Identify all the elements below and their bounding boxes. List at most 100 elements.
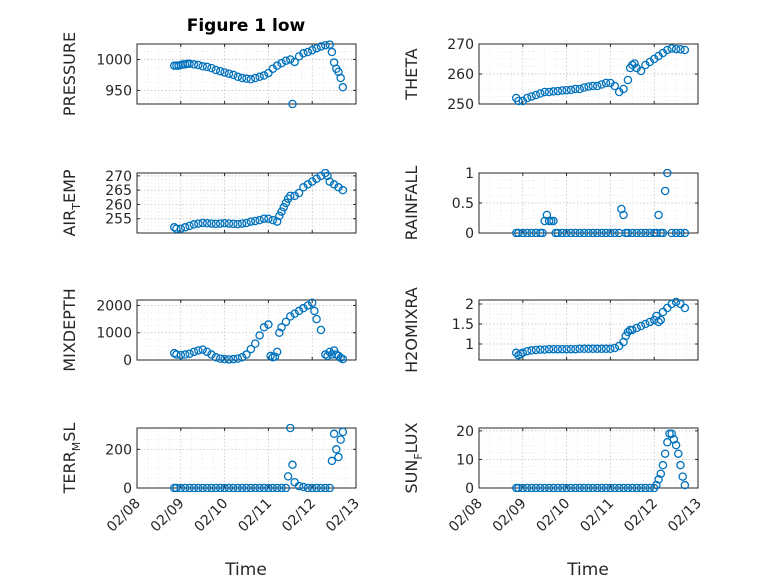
y-axis-label-subscript: T [70, 203, 83, 211]
data-point [259, 323, 269, 332]
data-point [614, 341, 624, 351]
data-point [316, 483, 326, 492]
y-axis-label: TERRMSL [60, 423, 83, 495]
data-point [588, 228, 598, 237]
data-point [259, 71, 269, 80]
y-tick-label: 0 [123, 353, 132, 369]
panel-1: 950 1000 PRESSURE [60, 32, 357, 116]
data-point [518, 348, 528, 358]
data-point [329, 180, 339, 189]
data-point [619, 483, 628, 492]
data-point [566, 483, 576, 492]
data-point [557, 483, 567, 492]
data-point [566, 228, 576, 237]
panel-5: 0 1000 2000 MIXDEPTH [60, 288, 357, 372]
data-points [511, 297, 690, 360]
data-point [246, 483, 256, 492]
data-points [169, 169, 348, 233]
data-point [536, 345, 545, 354]
y-tick-label: 200 [105, 442, 132, 458]
data-point [628, 483, 637, 492]
data-point [518, 228, 528, 237]
data-point [286, 424, 295, 433]
data-point [536, 483, 545, 492]
data-point [544, 344, 554, 354]
data-point [636, 321, 646, 331]
data-point [215, 354, 225, 363]
data-point [207, 219, 216, 228]
y-tick-label: 20 [456, 424, 474, 440]
data-point [676, 228, 685, 237]
y-axis-label: RAINFALL [402, 166, 421, 241]
data-point [194, 346, 203, 355]
data-point [588, 483, 598, 492]
data-point [667, 429, 676, 438]
data-point [211, 483, 221, 492]
data-point [527, 92, 536, 101]
data-point [233, 483, 242, 492]
axes-box [136, 427, 357, 489]
data-point [619, 210, 628, 220]
data-point [207, 63, 216, 73]
x-tick-label: 02/09 [490, 496, 530, 536]
data-point [316, 325, 326, 335]
data-point [654, 210, 663, 220]
data-point [233, 72, 242, 82]
data-point [290, 309, 299, 318]
data-point [299, 303, 308, 313]
data-points [511, 169, 690, 237]
x-tick-label: 02/12 [279, 496, 319, 536]
data-point [180, 223, 190, 232]
data-point [303, 301, 313, 310]
data-point [540, 87, 549, 97]
data-point [601, 228, 611, 237]
data-point [544, 483, 554, 492]
data-point [575, 228, 584, 237]
data-point [220, 354, 229, 364]
data-point [610, 483, 620, 492]
data-point [597, 483, 606, 492]
data-point [194, 483, 203, 492]
data-point [264, 68, 273, 78]
data-point [544, 87, 554, 97]
data-point [211, 353, 221, 362]
data-point [259, 214, 269, 223]
data-point [623, 228, 633, 237]
data-point [671, 440, 681, 450]
data-point [575, 344, 584, 354]
data-point [338, 83, 348, 92]
data-point [571, 344, 580, 354]
data-point [671, 228, 681, 237]
data-point [307, 483, 317, 492]
data-point [303, 47, 313, 57]
data-point [654, 317, 663, 327]
data-point [286, 312, 295, 321]
data-point [680, 45, 690, 55]
x-tick-label: 02/08 [104, 496, 144, 536]
data-point [229, 354, 238, 364]
data-point [294, 306, 304, 316]
data-point [312, 483, 321, 492]
x-tick-label: 02/09 [148, 496, 188, 536]
data-point [264, 483, 273, 492]
data-point [338, 185, 348, 195]
data-point [656, 315, 666, 325]
data-point [290, 57, 299, 67]
data-point [538, 228, 547, 237]
y-tick-label: 1.5 [452, 317, 474, 333]
data-point [676, 460, 685, 470]
data-point [610, 81, 620, 91]
data-point [323, 351, 332, 361]
data-point [584, 344, 593, 354]
data-point [332, 445, 341, 454]
data-point [185, 221, 194, 231]
data-point [593, 344, 602, 354]
data-point [557, 228, 567, 237]
data-point [299, 482, 308, 492]
data-point [671, 44, 681, 54]
y-axis-label-main: TERR [60, 451, 79, 494]
data-point [584, 483, 593, 492]
data-point [233, 219, 242, 229]
data-point [522, 346, 532, 356]
axes-box [136, 43, 357, 105]
